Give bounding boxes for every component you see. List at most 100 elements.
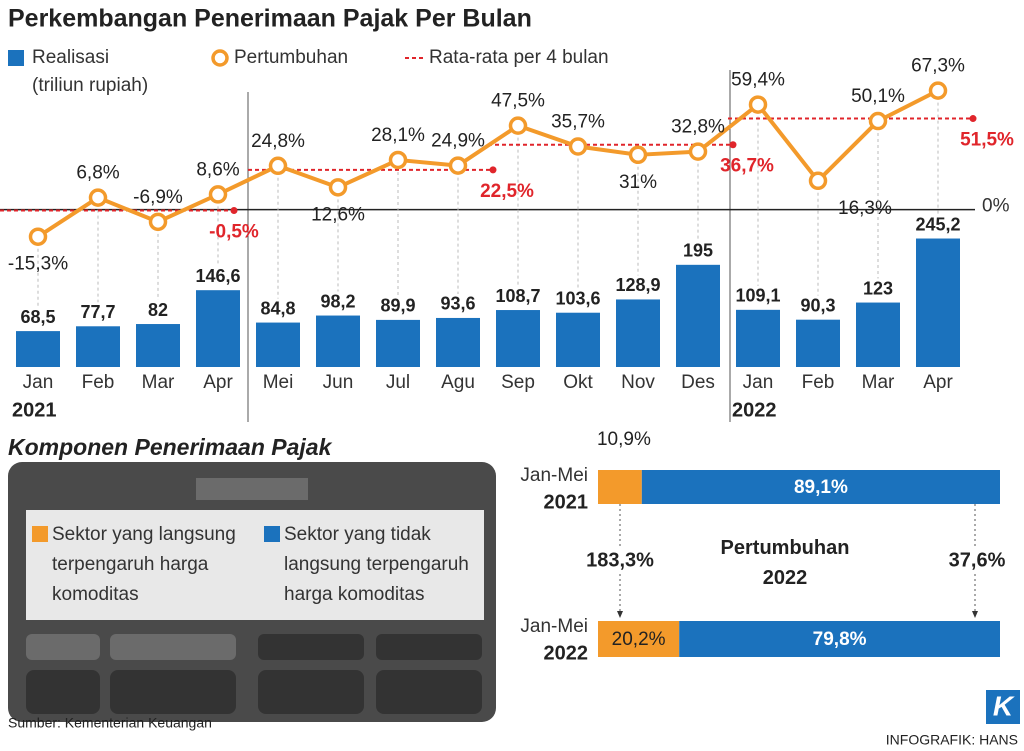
bar-value-label: 79,8%	[813, 629, 867, 650]
stacked-bar	[641, 470, 1000, 504]
bar	[76, 326, 120, 367]
calc-button	[376, 634, 482, 660]
average-label: 36,7%	[720, 156, 774, 177]
x-tick-label: Mei	[263, 372, 294, 393]
x-tick-label: Jan	[743, 372, 774, 393]
bar	[496, 310, 540, 367]
average-dot	[489, 166, 497, 174]
calc-button	[26, 670, 100, 714]
bar	[916, 238, 960, 367]
growth-point	[328, 178, 348, 197]
bar-label: 109,1	[735, 286, 780, 306]
bar-label: 90,3	[800, 295, 835, 315]
average-label: 22,5%	[480, 181, 534, 202]
x-tick-label: Agu	[441, 372, 475, 393]
growth-point	[28, 227, 48, 246]
legend-label: Sektor yang langsung terpengaruh harga k…	[52, 524, 236, 605]
bar-label: 93,6	[440, 294, 475, 314]
bar-value-label: 10,9%	[597, 429, 651, 450]
growth-label: 50,1%	[851, 86, 905, 107]
x-tick-label: Jun	[323, 372, 354, 393]
bar	[196, 290, 240, 367]
growth-point	[688, 142, 708, 161]
growth-value: 37,6%	[949, 549, 1006, 571]
x-tick-label: Apr	[923, 372, 953, 393]
growth-label: 67,3%	[911, 56, 965, 77]
average-label: -0,5%	[209, 222, 259, 243]
growth-point	[868, 111, 888, 131]
legend-unit: (triliun rupiah)	[32, 75, 148, 96]
label-bg	[572, 548, 668, 574]
average-label: 51,5%	[960, 130, 1014, 151]
growth-point	[928, 81, 948, 100]
growth-point	[88, 188, 108, 207]
bar	[556, 312, 600, 367]
bar-label: 103,6	[555, 288, 600, 308]
category-year: 2022	[544, 642, 589, 664]
x-tick-label: Apr	[203, 372, 233, 393]
bar-label: 84,8	[260, 298, 295, 318]
calc-display	[196, 478, 308, 500]
category-year: 2021	[544, 491, 589, 513]
legend-label: Sektor yang tidak langsung terpengaruh h…	[284, 524, 469, 605]
bar	[856, 302, 900, 367]
growth-label: 47,5%	[491, 91, 545, 112]
x-tick-label: Mar	[142, 372, 175, 393]
average-dot	[969, 115, 977, 123]
growth-point	[268, 156, 288, 176]
x-tick-label: Feb	[802, 372, 835, 393]
y2-tick-label: 0%	[982, 196, 1010, 217]
growth-point	[808, 171, 828, 191]
bar	[16, 331, 60, 367]
arrow-head	[617, 611, 623, 618]
x-tick-label: Mar	[862, 372, 895, 393]
growth-point	[568, 137, 588, 156]
bar-label: 146,6	[195, 266, 240, 286]
calc-button	[258, 634, 364, 660]
source: Sumber: Kementerian Keuangan	[8, 715, 212, 731]
x-tick-label: Des	[681, 372, 715, 393]
growth-label: 35,7%	[551, 112, 605, 133]
logo: K	[993, 690, 1015, 721]
logo-box	[986, 690, 1020, 724]
growth-label: 28,1%	[371, 125, 425, 146]
legend-swatch	[8, 50, 24, 66]
legend-swatch	[32, 526, 48, 542]
year-label: 2022	[732, 399, 777, 421]
x-tick-label: Feb	[82, 372, 115, 393]
legend-label: Rata-rata per 4 bulan	[429, 47, 609, 68]
bar	[256, 322, 300, 367]
bar	[136, 324, 180, 367]
stacked-bar	[598, 621, 680, 657]
arrow-head	[972, 611, 978, 618]
growth-label: 31%	[619, 172, 657, 193]
growth-value: 183,3%	[586, 549, 654, 571]
calc-button	[376, 670, 482, 714]
calc-button	[26, 634, 100, 660]
legend-swatch	[264, 526, 280, 542]
bar-label: 98,2	[320, 291, 355, 311]
bar-label: 108,7	[495, 286, 540, 306]
label-bg	[927, 548, 1023, 574]
growth-label: 12,6%	[311, 204, 365, 225]
growth-point	[508, 116, 528, 135]
stacked-bar	[598, 470, 642, 504]
bar-label: 123	[863, 278, 893, 298]
growth-label: 24,9%	[431, 131, 485, 152]
growth-point	[148, 212, 168, 232]
category-label: Jan-Mei	[520, 465, 588, 486]
growth-label: 6,8%	[76, 163, 119, 184]
x-tick-label: Nov	[621, 372, 655, 393]
growth-title: Pertumbuhan 2022	[720, 537, 850, 589]
bar	[736, 309, 780, 367]
bar	[616, 299, 660, 367]
legend-label: Realisasi	[32, 47, 109, 68]
bar-label: 245,2	[915, 214, 960, 234]
bar-label: 195	[683, 241, 713, 261]
x-tick-label: Okt	[563, 372, 593, 393]
calc-button	[110, 634, 236, 660]
chart-title: Perkembangan Penerimaan Pajak Per Bulan	[8, 5, 532, 33]
year-label: 2021	[12, 399, 57, 421]
